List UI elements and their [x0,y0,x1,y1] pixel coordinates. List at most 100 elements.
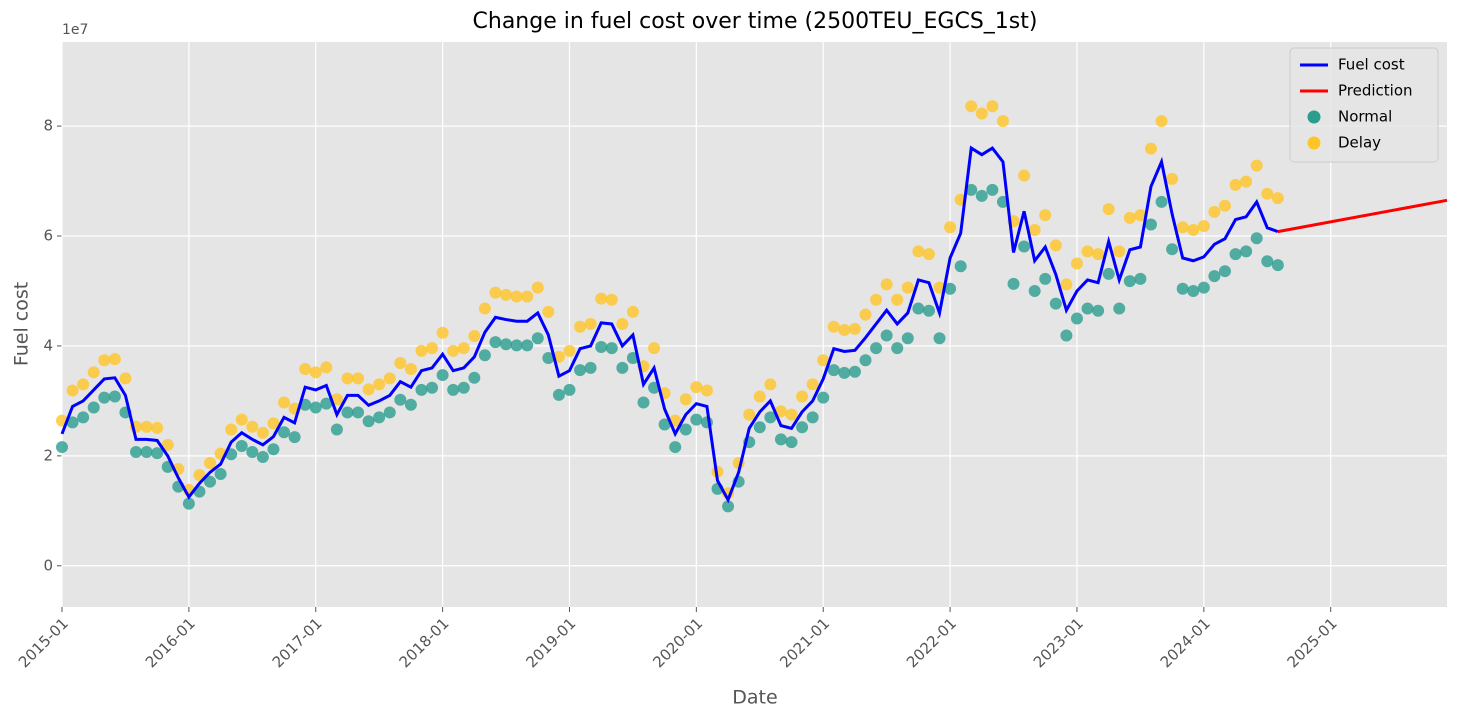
scatter-point [235,413,248,426]
scatter-point [468,330,481,343]
scatter-point [1123,275,1136,288]
scatter-point [246,446,259,459]
scatter-point [584,361,597,374]
scatter-point [658,418,671,431]
scatter-point [975,189,988,202]
scatter-point [373,378,386,391]
scatter-point [1166,243,1179,256]
scatter-point [426,381,439,394]
scatter-point [130,446,143,459]
scatter-point [394,393,407,406]
scatter-point [1250,232,1263,245]
scatter-point [700,384,713,397]
scatter-point [478,349,491,362]
scatter-point [901,281,914,294]
y-tick-label: 4 [43,336,53,354]
scatter-point [404,398,417,411]
scatter-point [986,100,999,113]
scatter-point [679,423,692,436]
scatter-point [1176,282,1189,295]
scatter-point [108,353,121,366]
scatter-point [1176,221,1189,234]
scatter-point [108,390,121,403]
scatter-point [764,378,777,391]
y-tick-label: 0 [43,556,53,574]
scatter-point [996,115,1009,128]
scatter-point [373,411,386,424]
scatter-point [848,365,861,378]
x-tick-label: 2022-01 [903,614,960,671]
scatter-point [521,339,534,352]
scatter-point [648,342,661,355]
scatter-point [595,341,608,354]
scatter-point [1123,211,1136,224]
scatter-point [1261,187,1274,200]
scatter-point [204,475,217,488]
scatter-point [870,342,883,355]
scatter-point [1187,284,1200,297]
x-tick-label: 2020-01 [649,614,706,671]
scatter-point [1197,281,1210,294]
scatter-point [140,420,153,433]
x-tick-label: 2023-01 [1030,614,1087,671]
scatter-point [552,388,565,401]
scatter-point [341,372,354,385]
scatter-point [235,439,248,452]
scatter-point [151,447,164,460]
scatter-point [457,381,470,394]
scatter-point [330,423,343,436]
scatter-point [415,344,428,357]
scatter-point [256,426,269,439]
scatter-point [288,431,301,444]
legend: Fuel cost Prediction Normal Delay [1289,47,1439,163]
scatter-point [489,336,502,349]
scatter-point [352,406,365,419]
scatter-point [817,391,830,404]
scatter-point [404,363,417,376]
scatter-point [1028,284,1041,297]
scatter-point [1240,245,1253,258]
scatter-point [1092,304,1105,317]
scatter-point [415,383,428,396]
scatter-point [827,364,840,377]
scatter-point [1197,220,1210,233]
scatter-point [827,320,840,333]
scatter-point [246,420,259,433]
scatter-point [1081,245,1094,258]
scatter-point [1039,209,1052,222]
scatter-point [975,107,988,120]
scatter-point [965,183,978,196]
scatter-point [848,322,861,335]
scatter-point [77,411,90,424]
scatter-point [743,408,756,421]
scatter-point [944,221,957,234]
legend-label: Delay [1338,134,1381,152]
legend-box [1289,47,1439,163]
scatter-point [436,326,449,339]
scatter-point [214,467,227,480]
scatter-point [1018,169,1031,182]
scatter-point [817,354,830,367]
scatter-point [1092,248,1105,261]
scatter-point [838,366,851,379]
scatter-point [320,361,333,374]
x-tick-label: 2019-01 [522,614,579,671]
y-tick-label: 2 [43,446,53,464]
scatter-point [1250,159,1263,172]
scatter-point [1155,195,1168,208]
scatter-point [1070,257,1083,270]
scatter-point [299,363,312,376]
scatter-point [574,364,587,377]
scatter-point [785,436,798,449]
scatter-point [1166,172,1179,185]
legend-label: Fuel cost [1338,56,1405,74]
y-tick-label: 6 [43,227,53,245]
scatter-point [98,354,111,367]
scatter-point [309,401,322,414]
scatter-point [965,100,978,113]
scatter-point [182,497,195,510]
scatter-point [278,396,291,409]
scatter-point [690,413,703,426]
scatter-point [151,421,164,434]
